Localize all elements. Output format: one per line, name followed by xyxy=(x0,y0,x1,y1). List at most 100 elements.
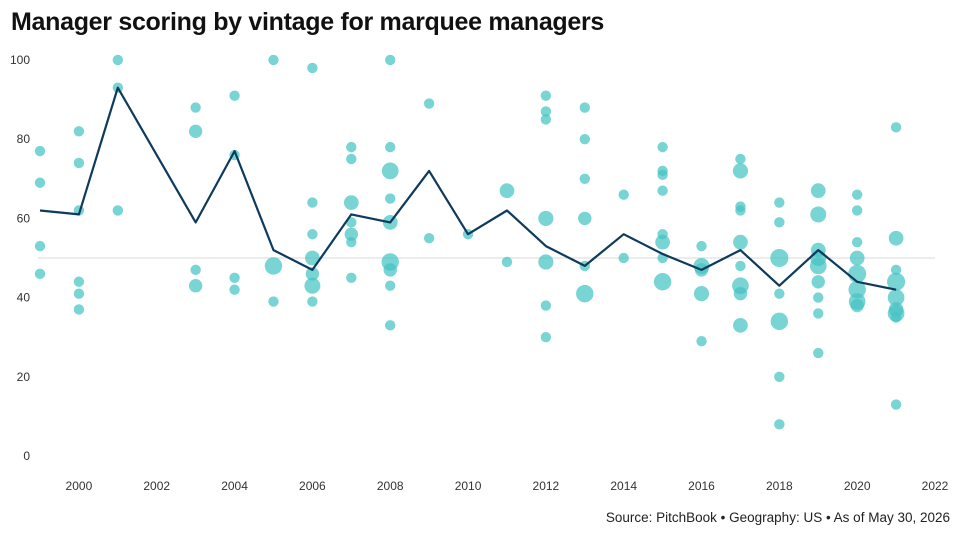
y-tick-label: 0 xyxy=(23,449,30,463)
y-tick-label: 40 xyxy=(17,291,31,305)
bubble-point xyxy=(188,124,203,138)
bubble-point xyxy=(385,280,396,291)
bubble-point xyxy=(851,205,863,216)
bubble-point xyxy=(890,122,902,133)
bubble-point xyxy=(73,276,85,287)
bubble-point xyxy=(229,284,240,295)
bubble-point xyxy=(890,312,902,323)
bubble-point xyxy=(540,114,552,125)
bubble-point xyxy=(499,183,515,199)
bubble-point xyxy=(770,312,789,331)
bubble-point xyxy=(538,254,554,270)
bubble-point xyxy=(343,195,359,210)
bubble-point xyxy=(735,153,746,165)
x-tick-label: 2014 xyxy=(610,479,637,493)
bubble-point xyxy=(579,134,590,145)
bubble-point xyxy=(385,320,396,331)
bubble-point xyxy=(34,145,46,157)
median-line xyxy=(39,86,897,291)
bubble-point xyxy=(811,275,825,289)
x-tick-label: 2004 xyxy=(221,479,248,493)
chart-title: Manager scoring by vintage for marquee m… xyxy=(11,8,605,36)
x-tick-label: 2022 xyxy=(922,479,949,493)
bubble-point xyxy=(34,268,46,280)
bubble-point xyxy=(848,280,866,299)
x-tick-label: 2020 xyxy=(844,479,871,493)
x-tick-label: 2008 xyxy=(377,479,404,493)
bubble-point xyxy=(112,54,124,66)
y-tick-label: 20 xyxy=(17,370,31,384)
x-tick-label: 2010 xyxy=(455,479,482,493)
y-tick-label: 100 xyxy=(10,53,30,67)
bubble-point xyxy=(383,263,397,277)
bubble-point xyxy=(307,197,318,208)
bubble-point xyxy=(346,153,357,165)
bubble-point xyxy=(385,193,396,204)
bubble-point xyxy=(810,183,826,199)
bubble-point xyxy=(423,233,435,244)
bubble-point xyxy=(538,210,554,226)
bubble-point xyxy=(188,279,203,293)
bubble-point xyxy=(423,98,435,109)
bubble-point xyxy=(540,300,552,311)
bubble-point xyxy=(34,177,46,188)
bubble-point xyxy=(385,141,396,153)
x-tick-label: 2018 xyxy=(766,479,793,493)
bubble-point xyxy=(540,90,552,101)
x-tick-label: 2002 xyxy=(143,479,170,493)
bubble-point xyxy=(190,264,201,276)
bubble-point xyxy=(73,288,85,299)
bubble-point xyxy=(774,419,785,430)
bubble-point xyxy=(810,206,827,223)
bubble-point xyxy=(655,234,670,250)
bubble-point xyxy=(851,236,863,248)
bubble-point xyxy=(813,292,824,303)
bubble-point xyxy=(733,286,748,301)
bubble-point xyxy=(813,308,824,319)
y-tick-label: 60 xyxy=(17,211,31,225)
bubble-point xyxy=(809,257,827,275)
bubble-point xyxy=(774,197,785,208)
bubble-point xyxy=(657,185,668,196)
bubble-point xyxy=(887,272,906,291)
bubble-point xyxy=(501,256,513,268)
bubble-point xyxy=(540,106,552,117)
bubble-point xyxy=(735,205,746,216)
bubble-point xyxy=(346,272,357,283)
bubble-point xyxy=(344,227,359,241)
bubble-point xyxy=(346,141,357,153)
x-tick-label: 2006 xyxy=(299,479,326,493)
x-tick-label: 2000 xyxy=(66,479,93,493)
bubble-point xyxy=(848,264,867,283)
bubble-point xyxy=(693,286,710,302)
bubble-point xyxy=(307,62,318,74)
bubble-point xyxy=(732,163,749,179)
bubble-point xyxy=(657,169,668,181)
bubble-point xyxy=(305,267,320,281)
bubble-point xyxy=(849,250,865,266)
y-tick-label: 80 xyxy=(17,132,31,146)
bubble-point xyxy=(696,240,707,252)
bubble-point xyxy=(813,347,824,359)
source-note: Source: PitchBook • Geography: US • As o… xyxy=(605,510,950,525)
bubble-point xyxy=(890,399,902,410)
bubble-point xyxy=(579,102,590,113)
x-axis-ticks: 2000 2002 2004 2006 2008 2010 2012 2014 2016 2018… xyxy=(66,479,949,493)
bubble-point xyxy=(73,304,85,315)
bubble-point xyxy=(578,211,592,226)
bubble-point xyxy=(229,272,240,283)
bubble-point xyxy=(268,296,279,307)
bubble-point xyxy=(770,248,789,268)
bubble-point xyxy=(888,230,904,246)
bubble-point xyxy=(774,288,785,299)
bubble-point xyxy=(307,296,318,307)
bubble-point xyxy=(307,229,318,240)
bubble-point xyxy=(579,173,590,184)
bubble-point xyxy=(73,126,85,137)
bubble-point xyxy=(112,205,124,216)
bubble-point xyxy=(653,273,672,291)
bubble-point xyxy=(851,189,863,200)
bubble-point xyxy=(381,162,399,180)
bubble-point xyxy=(346,236,357,248)
bubble-point xyxy=(34,240,46,252)
